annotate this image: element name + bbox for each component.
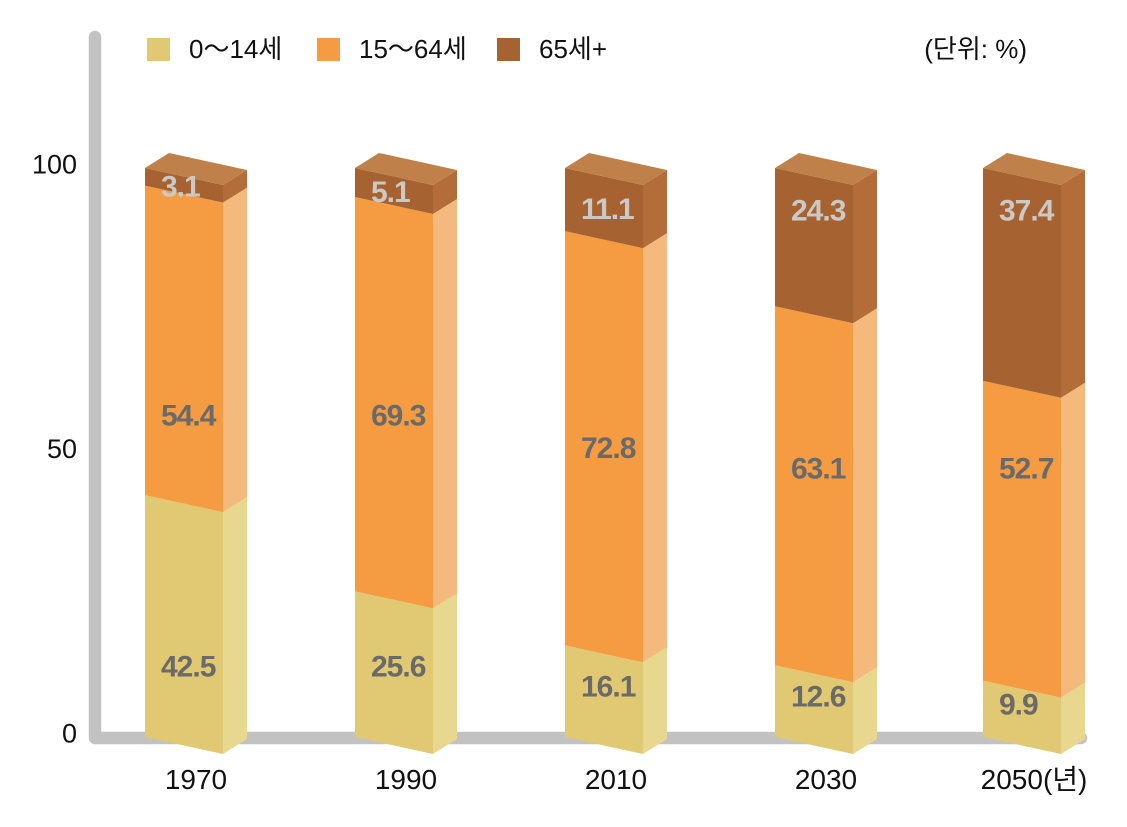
legend-swatch (497, 37, 520, 61)
bar-segment-side (643, 170, 667, 249)
x-axis-label: 2010 (585, 764, 647, 795)
x-axis-label: 1970 (165, 764, 227, 795)
value-label: 5.1 (371, 176, 410, 209)
bar-segment-side (853, 170, 877, 324)
value-label: 63.1 (791, 453, 846, 486)
bar-segment-top (775, 153, 877, 185)
value-label: 3.1 (161, 170, 200, 203)
legend-item-0: 0〜14세 (147, 36, 282, 62)
value-label: 24.3 (791, 195, 846, 228)
bar-segment-side (433, 170, 457, 215)
bar-segment-top (355, 153, 457, 185)
bar-segment-side (853, 308, 877, 683)
bar-segment-side (433, 593, 457, 754)
value-label: 37.4 (999, 195, 1055, 228)
legend-swatch (147, 37, 170, 61)
bar-segment-front (145, 168, 223, 203)
bar-segment-front (983, 168, 1061, 398)
chart-legend: 0〜14세 15〜64세 65세+ (단위: %) (0, 0, 1127, 80)
legend-label: 65세+ (539, 34, 608, 64)
bar-segment-side (853, 667, 877, 754)
bar-segment-front (145, 495, 223, 754)
bar-segment-front (355, 591, 433, 754)
bar-segment-front (775, 306, 853, 683)
bar-segment-front (565, 231, 643, 663)
bar-segment-front (355, 168, 433, 215)
x-axis-label: 1990 (375, 764, 437, 795)
value-label: 42.5 (161, 651, 216, 684)
bar-segment-front (355, 197, 433, 609)
bar-segment-front (983, 680, 1061, 754)
legend-label: 0〜14세 (189, 34, 283, 64)
legend-swatch (317, 37, 340, 61)
bar-segment-side (1061, 682, 1085, 754)
bar-segment-side (223, 187, 247, 513)
value-label: 11.1 (581, 193, 634, 226)
value-label: 54.4 (161, 400, 217, 433)
y-axis-tick-label: 0 (62, 719, 77, 749)
x-axis-label: 2030 (795, 764, 857, 795)
bar-segment-side (1061, 382, 1085, 698)
bar-segment-front (565, 168, 643, 249)
legend-item-2: 65세+ (497, 36, 607, 62)
bar-segment-front (145, 185, 223, 513)
y-axis-tick-label: 50 (47, 434, 77, 464)
bar-segment-top (565, 153, 667, 185)
unit-label: (단위: %) (924, 34, 1027, 64)
bar-segment-side (1061, 170, 1085, 398)
bar-segment-front (775, 168, 853, 324)
y-axis-tick-label: 100 (32, 150, 77, 180)
bar-segment-side (223, 497, 247, 754)
value-label: 69.3 (371, 400, 426, 433)
legend-label: 15〜64세 (359, 34, 467, 64)
value-label: 25.6 (371, 651, 426, 684)
x-axis-label: 2050(년) (981, 764, 1088, 795)
value-label: 12.6 (791, 681, 846, 714)
value-label: 52.7 (999, 453, 1054, 486)
x-axis-unit-suffix: (년) (1043, 764, 1087, 795)
value-label: 16.1 (581, 671, 636, 704)
value-label: 9.9 (999, 688, 1038, 721)
bar-segment-side (223, 170, 247, 203)
bar-segment-front (565, 645, 643, 754)
value-label: 72.8 (581, 432, 636, 465)
axis-lines (88, 30, 1088, 745)
bar-segment-front (775, 665, 853, 754)
legend-item-1: 15〜64세 (317, 36, 467, 62)
bar-segment-side (643, 233, 667, 663)
bar-segment-front (983, 380, 1061, 698)
bar-segment-top (983, 153, 1085, 185)
bar-segment-side (643, 647, 667, 754)
bar-segment-side (433, 199, 457, 609)
bar-segment-top (145, 153, 247, 185)
